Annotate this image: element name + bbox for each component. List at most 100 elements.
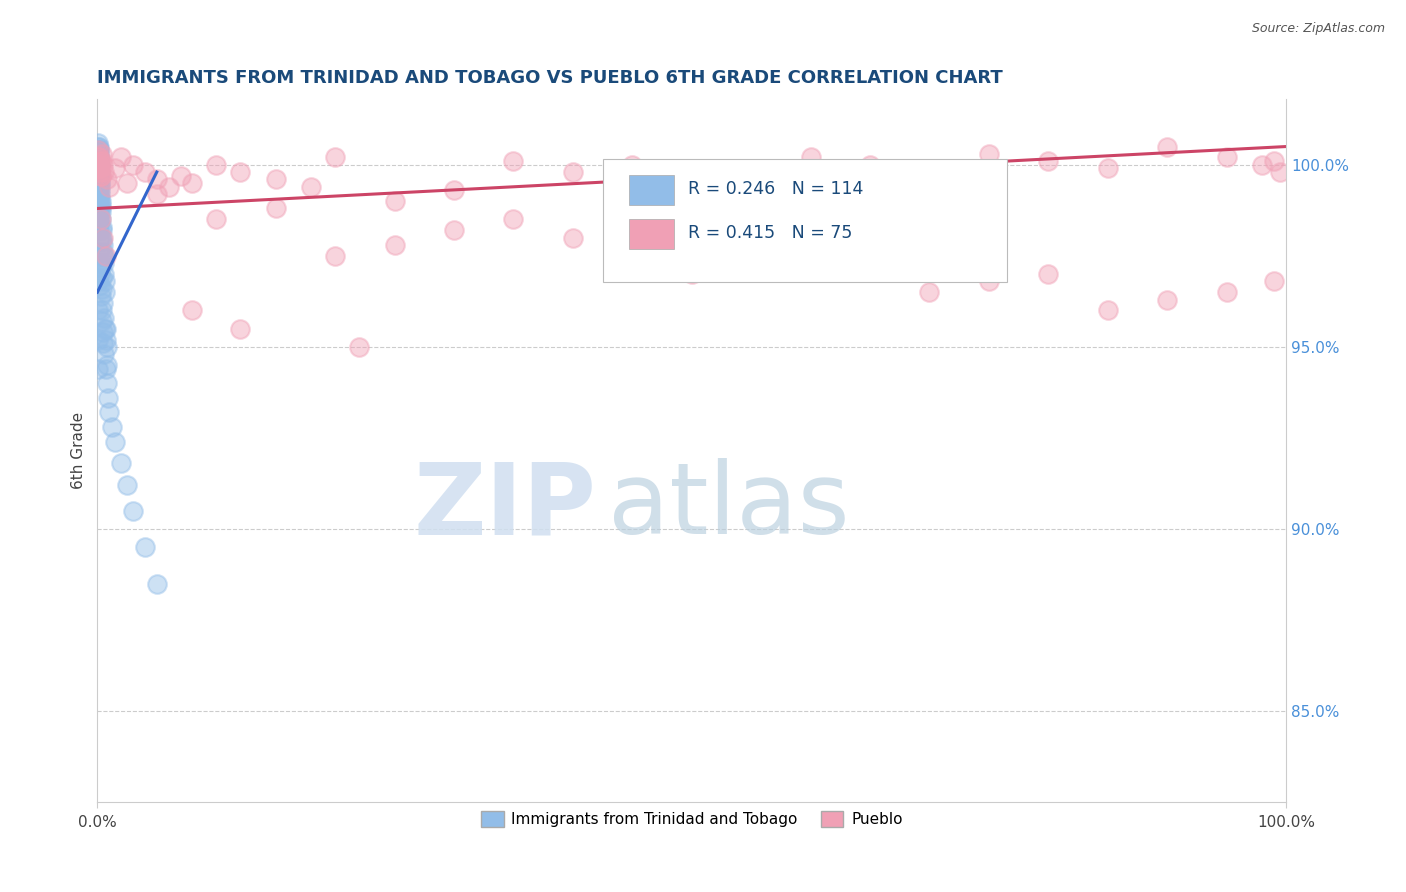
Point <box>87 165 110 179</box>
Point <box>977 274 1000 288</box>
Point <box>87 202 110 216</box>
Point <box>90 205 112 219</box>
Point <box>561 230 583 244</box>
Point <box>87 212 110 227</box>
Point <box>89 161 111 176</box>
Point <box>98 179 121 194</box>
Point <box>90 212 112 227</box>
Point <box>94 274 117 288</box>
Point <box>134 541 156 555</box>
Point <box>93 165 115 179</box>
Point <box>87 179 110 194</box>
Point <box>1038 154 1060 169</box>
Point <box>87 143 110 157</box>
Point <box>561 165 583 179</box>
Point <box>1156 293 1178 307</box>
Point <box>91 230 114 244</box>
Point <box>90 289 112 303</box>
Point <box>87 205 110 219</box>
Point <box>90 169 112 183</box>
FancyBboxPatch shape <box>603 159 1007 282</box>
Point <box>87 183 110 197</box>
Point <box>90 270 112 285</box>
Point <box>502 154 524 169</box>
Point <box>89 267 111 281</box>
Point <box>87 146 110 161</box>
Bar <box>628 175 673 204</box>
Point <box>146 576 169 591</box>
Point <box>110 457 132 471</box>
Point <box>90 194 112 209</box>
Point <box>87 361 110 376</box>
Point <box>89 154 111 169</box>
Point <box>859 238 882 252</box>
Point <box>87 172 110 186</box>
Point <box>87 176 110 190</box>
Point <box>96 172 118 186</box>
Point <box>87 151 110 165</box>
Point <box>104 161 127 176</box>
Point <box>205 158 228 172</box>
Point <box>86 172 108 186</box>
Point <box>299 179 322 194</box>
Text: Source: ZipAtlas.com: Source: ZipAtlas.com <box>1251 22 1385 36</box>
Point <box>89 190 111 204</box>
Point <box>918 285 941 300</box>
Point <box>87 146 110 161</box>
Point <box>87 158 110 172</box>
Point <box>347 340 370 354</box>
Point <box>87 186 110 201</box>
Point <box>89 183 111 197</box>
Point <box>87 151 110 165</box>
Legend: Immigrants from Trinidad and Tobago, Pueblo: Immigrants from Trinidad and Tobago, Pue… <box>475 805 908 833</box>
Point <box>502 212 524 227</box>
Point <box>89 158 111 172</box>
Point <box>87 161 110 176</box>
Bar <box>628 219 673 249</box>
Text: R = 0.415   N = 75: R = 0.415 N = 75 <box>688 225 852 243</box>
Point <box>87 143 110 157</box>
Point <box>90 169 112 183</box>
Point <box>96 376 118 391</box>
Point <box>87 146 110 161</box>
Point <box>97 391 120 405</box>
Point <box>93 249 115 263</box>
Point <box>86 158 108 172</box>
Point <box>98 405 121 419</box>
Point <box>100 420 122 434</box>
Point <box>90 146 112 161</box>
Point <box>89 165 111 179</box>
Point <box>87 176 110 190</box>
Point <box>1038 267 1060 281</box>
Point <box>87 333 110 347</box>
Point <box>323 151 346 165</box>
Point <box>87 198 110 212</box>
Point <box>87 183 110 197</box>
Point <box>91 336 114 351</box>
Point <box>87 169 110 183</box>
Y-axis label: 6th Grade: 6th Grade <box>72 412 86 490</box>
Point <box>89 186 111 201</box>
Point <box>96 333 118 347</box>
Point <box>205 212 228 227</box>
Point <box>799 151 821 165</box>
Point <box>146 172 169 186</box>
Point <box>799 260 821 274</box>
Point <box>87 151 110 165</box>
Point <box>681 267 703 281</box>
Point <box>181 176 204 190</box>
Point <box>89 245 111 260</box>
Point <box>93 267 115 281</box>
Point <box>87 186 110 201</box>
Point <box>740 249 762 263</box>
Point <box>86 143 108 157</box>
Point <box>90 198 112 212</box>
Point <box>134 165 156 179</box>
Text: ZIP: ZIP <box>413 458 596 556</box>
Point <box>94 321 117 335</box>
Text: atlas: atlas <box>609 458 851 556</box>
Point <box>90 260 112 274</box>
Point <box>87 219 110 234</box>
Point <box>89 154 111 169</box>
Point <box>86 274 108 288</box>
